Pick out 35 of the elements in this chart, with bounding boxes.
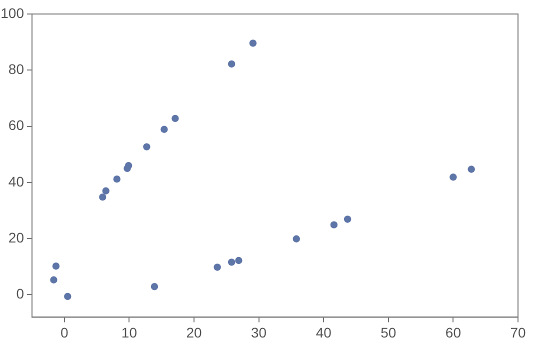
point: [99, 193, 106, 201]
point: [450, 174, 457, 181]
point: [330, 221, 338, 228]
y-tick-label: 60: [8, 117, 24, 134]
point: [228, 258, 236, 266]
x-tick-label: 40: [316, 324, 332, 340]
point: [113, 175, 120, 183]
point: [249, 40, 257, 47]
y-tick-label: 80: [8, 61, 24, 78]
x-tick-label: 10: [121, 324, 138, 340]
point: [102, 187, 110, 194]
point: [52, 262, 60, 270]
y-tick-label: 0: [16, 286, 24, 302]
point: [172, 114, 179, 122]
y-tick-label: 40: [8, 173, 24, 190]
point: [228, 60, 236, 68]
point: [64, 292, 72, 300]
point: [344, 216, 352, 223]
x-tick-label: 0: [60, 324, 68, 340]
point: [124, 162, 132, 170]
x-tick-label: 20: [186, 324, 202, 340]
point: [150, 283, 158, 290]
x-tick-label: 70: [510, 324, 526, 340]
y-tick-label: 20: [8, 229, 24, 246]
y-tick-label: 100: [0, 4, 24, 21]
x-tick-label: 50: [380, 324, 396, 340]
point: [214, 264, 221, 271]
point: [160, 126, 168, 133]
x-tick-label: 60: [445, 324, 462, 340]
point: [235, 256, 242, 264]
point: [468, 166, 475, 173]
point: [292, 235, 300, 242]
point: [50, 276, 58, 284]
point: [143, 143, 150, 150]
x-tick-label: 30: [251, 324, 267, 340]
